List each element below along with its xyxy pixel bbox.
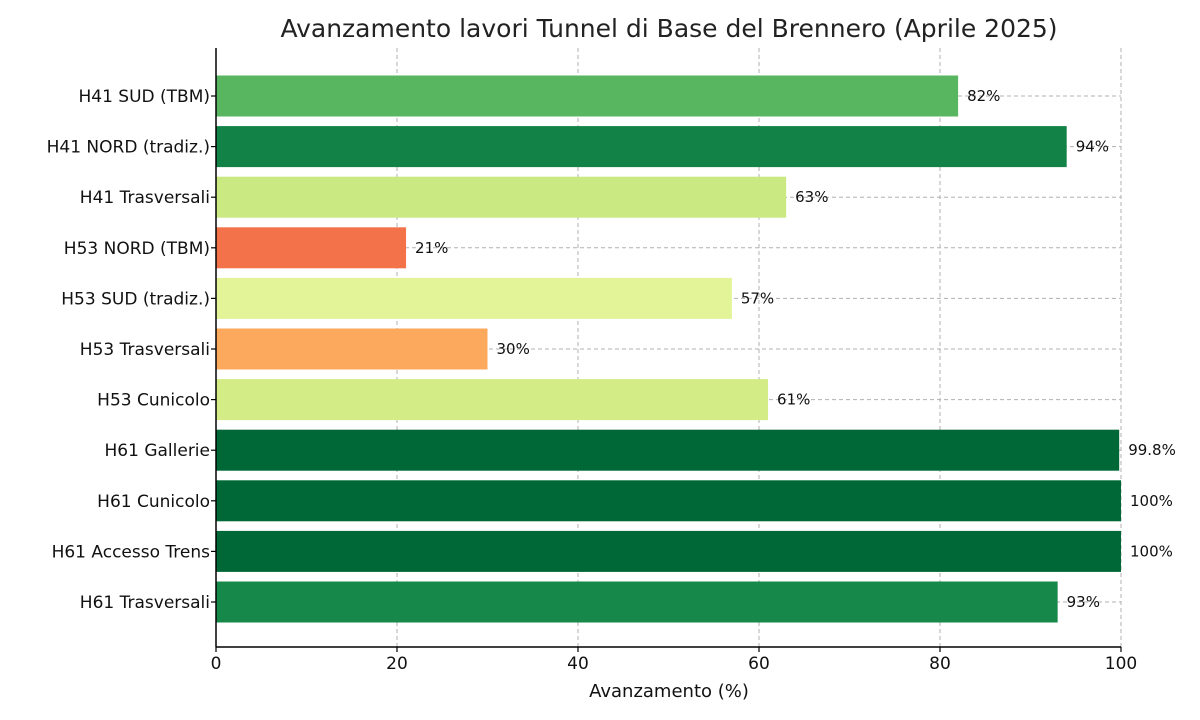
bar <box>216 126 1067 168</box>
category-label: H53 SUD (tradiz.) <box>61 289 210 309</box>
bar <box>216 176 787 218</box>
x-tick-label: 60 <box>748 654 770 674</box>
bar <box>216 429 1120 471</box>
axes <box>211 48 1122 652</box>
chart-title: Avanzamento lavori Tunnel di Base del Br… <box>280 14 1057 43</box>
x-tick-label: 80 <box>929 654 951 674</box>
category-label: H61 Accesso Trens <box>52 542 211 562</box>
bar <box>216 530 1121 572</box>
data-label: 94% <box>1076 138 1109 156</box>
x-tick-label: 0 <box>211 654 222 674</box>
data-label: 100% <box>1130 492 1173 510</box>
category-label: H41 SUD (TBM) <box>78 87 210 107</box>
bar <box>216 75 959 117</box>
x-tick-label: 20 <box>386 654 408 674</box>
category-label: H61 Trasversali <box>80 593 210 613</box>
bar <box>216 379 769 421</box>
category-label: H41 Trasversali <box>80 188 210 208</box>
data-label: 30% <box>497 340 530 358</box>
category-label: H53 Trasversali <box>80 340 210 360</box>
data-label: 57% <box>741 289 774 307</box>
bar <box>216 227 407 269</box>
labels: H41 SUD (TBM) 82% H41 NORD (tradiz.) 94% H41… <box>47 87 1176 674</box>
x-axis-title: Avanzamento (%) <box>589 681 749 702</box>
bar <box>216 480 1121 522</box>
category-label: H61 Cunicolo <box>97 492 210 512</box>
x-tick-label: 100 <box>1105 654 1137 674</box>
bar <box>216 277 732 319</box>
category-label: H61 Gallerie <box>105 441 211 461</box>
data-label: 21% <box>415 239 448 257</box>
data-label: 61% <box>777 391 810 409</box>
data-label: 63% <box>795 188 828 206</box>
data-label: 93% <box>1067 593 1100 611</box>
data-label: 82% <box>967 87 1000 105</box>
category-label: H53 NORD (TBM) <box>64 239 210 259</box>
bar <box>216 328 488 370</box>
data-label: 99.8% <box>1128 441 1176 459</box>
category-label: H41 NORD (tradiz.) <box>47 138 210 158</box>
bars <box>216 75 1121 623</box>
x-tick-label: 40 <box>567 654 589 674</box>
data-label: 100% <box>1130 542 1173 560</box>
bar <box>216 581 1058 623</box>
category-label: H53 Cunicolo <box>97 391 210 411</box>
